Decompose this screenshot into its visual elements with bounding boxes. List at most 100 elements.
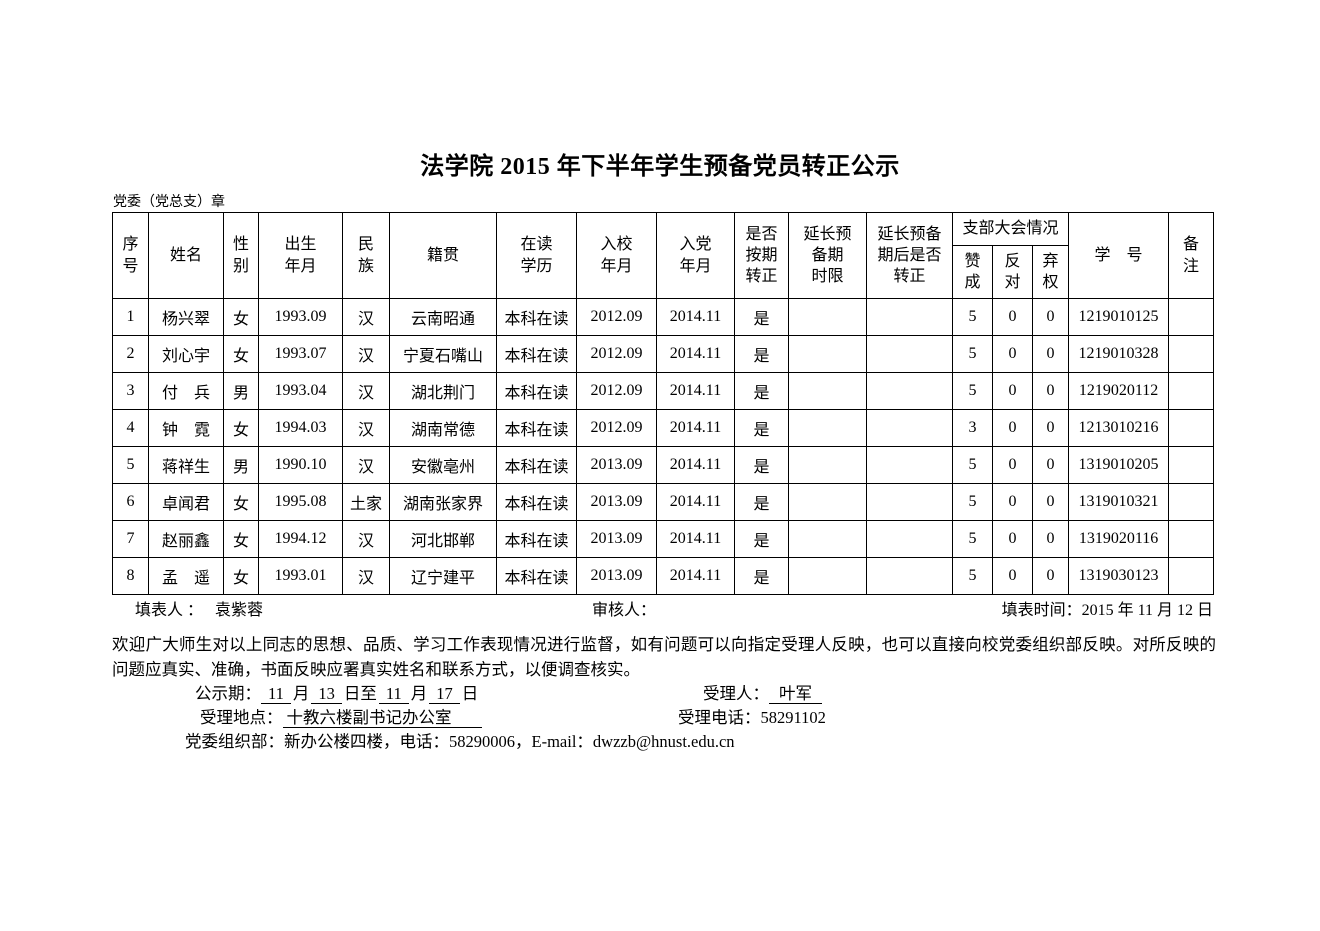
table-cell: 汉 — [342, 372, 390, 410]
table-cell: 本科在读 — [496, 520, 577, 558]
table-cell: 女 — [223, 409, 259, 447]
col-header-on-time: 是否 按期 转正 — [734, 212, 789, 299]
table-cell: 1993.04 — [258, 372, 343, 410]
col-header-enrollment: 入校 年月 — [576, 212, 657, 299]
publicity-month1: 11 — [261, 684, 291, 704]
table-cell — [866, 298, 953, 336]
table-cell — [866, 557, 953, 595]
table-cell: 1994.03 — [258, 409, 343, 447]
col-header-oppose: 反 对 — [992, 245, 1033, 299]
publicity-sep2: 日至 — [343, 684, 377, 703]
table-cell — [788, 520, 867, 558]
table-cell: 本科在读 — [496, 446, 577, 484]
table-cell: 1213010216 — [1068, 409, 1170, 447]
col-header-ethnicity: 民 族 — [342, 212, 390, 299]
table-cell: 1993.01 — [258, 557, 343, 595]
table-cell: 本科在读 — [496, 372, 577, 410]
handler-name: 叶军 — [769, 684, 822, 704]
table-cell: 2012.09 — [576, 372, 657, 410]
table-cell: 女 — [223, 520, 259, 558]
supervision-notice-paragraph: 欢迎广大师生对以上同志的思想、品质、学习工作表现情况进行监督，如有问题可以向指定… — [112, 635, 1216, 679]
table-cell: 刘心宇 — [148, 335, 224, 373]
table-cell: 湖南常德 — [389, 409, 497, 447]
table-cell: 1219010328 — [1068, 335, 1170, 373]
table-cell: 1319010321 — [1068, 483, 1170, 521]
table-cell: 2013.09 — [576, 520, 657, 558]
table-cell: 3 — [112, 372, 149, 410]
table-cell — [1168, 298, 1215, 336]
table-cell: 汉 — [342, 335, 390, 373]
table-cell: 3 — [952, 409, 993, 447]
table-cell: 2012.09 — [576, 335, 657, 373]
table-cell: 5 — [952, 335, 993, 373]
col-header-abstain: 弃 权 — [1031, 245, 1070, 299]
table-cell: 1 — [112, 298, 149, 336]
reception-phone-value: 58291102 — [760, 708, 826, 727]
table-cell: 5 — [952, 372, 993, 410]
table-cell — [788, 335, 867, 373]
table-cell: 2014.11 — [656, 409, 735, 447]
table-cell: 宁夏石嘴山 — [389, 335, 497, 373]
table-cell: 2012.09 — [576, 409, 657, 447]
table-cell: 蒋祥生 — [148, 446, 224, 484]
table-cell: 4 — [112, 409, 149, 447]
publicity-label: 公示期： — [195, 684, 261, 703]
table-cell: 1219010125 — [1068, 298, 1170, 336]
table-cell: 2 — [112, 335, 149, 373]
table-cell — [788, 298, 867, 336]
table-cell: 5 — [112, 446, 149, 484]
table-cell: 河北邯郸 — [389, 520, 497, 558]
table-cell: 辽宁建平 — [389, 557, 497, 595]
table-cell: 汉 — [342, 409, 390, 447]
table-cell: 2014.11 — [656, 483, 735, 521]
handler: 受理人： 叶军 — [703, 680, 822, 704]
table-cell — [788, 409, 867, 447]
table-cell: 5 — [952, 483, 993, 521]
table-cell: 0 — [1031, 335, 1070, 373]
table-cell: 湖北荆门 — [389, 372, 497, 410]
col-header-student-id: 学 号 — [1068, 212, 1170, 299]
table-cell: 1994.12 — [258, 520, 343, 558]
table-cell: 6 — [112, 483, 149, 521]
reception-phone: 受理电话：58291102 — [678, 704, 826, 728]
table-cell: 0 — [992, 557, 1033, 595]
col-header-remarks: 备 注 — [1168, 212, 1215, 299]
member-roster-table: 序 号 姓名 性 别 出生 年月 民 族 籍贯 在读 学历 入校 年月 入党 年… — [112, 212, 1215, 595]
form-filler-label: 填表人 ： — [135, 602, 204, 619]
table-cell: 1319020116 — [1068, 520, 1170, 558]
table-cell: 7 — [112, 520, 149, 558]
table-cell: 0 — [1031, 372, 1070, 410]
table-cell: 杨兴翠 — [148, 298, 224, 336]
table-cell: 0 — [992, 372, 1033, 410]
table-cell — [866, 483, 953, 521]
handler-label: 受理人： — [703, 684, 769, 703]
table-cell: 是 — [734, 298, 789, 336]
col-header-branch-meeting: 支部大会情况 — [951, 212, 1070, 246]
table-cell: 付 兵 — [148, 372, 224, 410]
table-cell — [1168, 520, 1215, 558]
table-cell: 女 — [223, 335, 259, 373]
reception-location-label: 受理地点： — [200, 708, 283, 727]
col-header-name: 姓名 — [148, 212, 224, 299]
col-header-index: 序 号 — [112, 212, 149, 299]
table-cell — [788, 446, 867, 484]
form-filler: 填表人 ： 袁紫蓉 — [135, 596, 263, 620]
table-cell — [866, 409, 953, 447]
table-cell: 1219020112 — [1068, 372, 1170, 410]
col-header-party-join: 入党 年月 — [656, 212, 735, 299]
table-cell: 汉 — [342, 520, 390, 558]
table-cell: 0 — [1031, 483, 1070, 521]
table-cell: 0 — [992, 409, 1033, 447]
table-cell: 本科在读 — [496, 298, 577, 336]
table-cell — [866, 446, 953, 484]
col-header-birth: 出生 年月 — [258, 212, 343, 299]
table-cell: 1993.07 — [258, 335, 343, 373]
table-cell: 2013.09 — [576, 483, 657, 521]
col-header-after-extension: 延长预备 期后是否 转正 — [866, 212, 953, 299]
table-row: 5 蒋祥生男 1990.10 汉安徽亳州 本科在读 2013.09 2014.11 是 5 0 0 1… — [112, 446, 1215, 484]
table-cell: 2013.09 — [576, 446, 657, 484]
table-cell: 1319030123 — [1068, 557, 1170, 595]
page-title: 法学院 2015 年下半年学生预备党员转正公示 — [420, 154, 900, 180]
